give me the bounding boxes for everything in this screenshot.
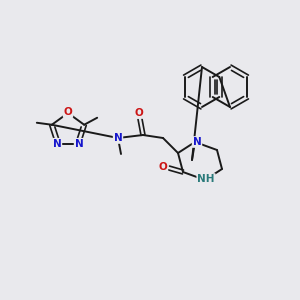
Text: N: N bbox=[75, 139, 83, 149]
Text: O: O bbox=[159, 162, 167, 172]
Text: O: O bbox=[64, 107, 72, 117]
Text: N: N bbox=[114, 133, 122, 143]
Text: NH: NH bbox=[197, 174, 215, 184]
Text: N: N bbox=[193, 137, 201, 147]
Text: N: N bbox=[52, 139, 62, 149]
Text: O: O bbox=[135, 108, 143, 118]
